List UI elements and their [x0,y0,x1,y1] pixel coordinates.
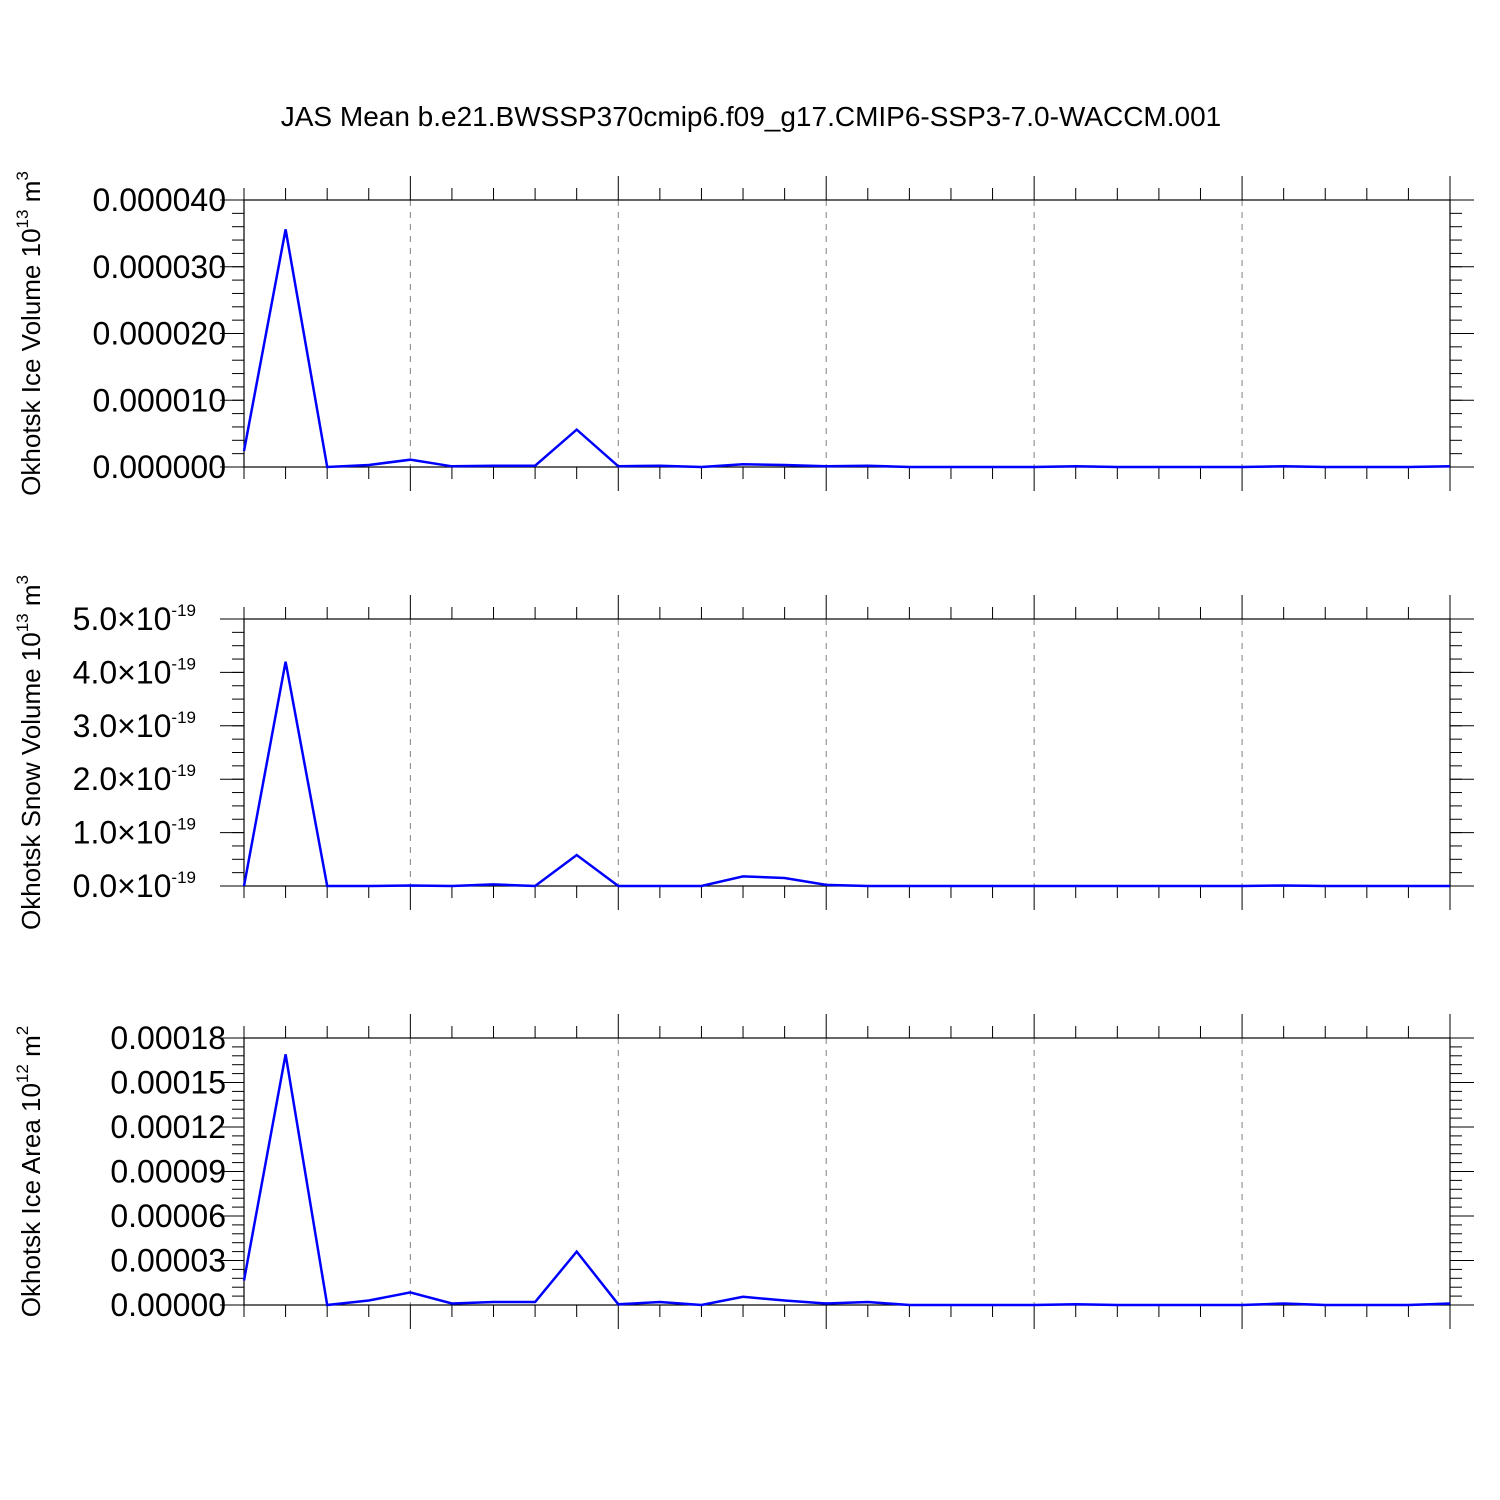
y-axis-label-unit-exponent: 3 [13,171,32,180]
y-tick-label: 2.0×10-19 [73,761,196,797]
y-tick-label: 0.00012 [110,1109,226,1145]
y-axis-label-exponent: 13 [13,613,32,632]
y-tick-label-text: 0.00003 [110,1243,226,1279]
y-tick-label: 0.000030 [93,249,226,285]
y-tick-label: 0.0×10-19 [73,868,196,904]
y-tick-label-text: 4.0×10 [73,654,172,690]
y-tick-label-text: 5.0×10 [73,601,172,637]
y-axis-label-text: Okhotsk Snow Volume 10 [16,632,46,930]
y-tick-label: 5.0×10-19 [73,601,196,637]
y-axis-label: Okhotsk Snow Volume 1013 m3 [13,575,46,930]
y-axis-label-unit: m [16,584,46,613]
y-tick-label-text: 0.000000 [93,449,226,485]
y-tick-label-text: 1.0×10 [73,815,172,851]
y-tick-label: 0.000010 [93,382,226,418]
panel-ice-volume: 0.000000 0.000010 0.000020 0.000030 0.000040… [13,171,1474,496]
y-tick-label-text: 0.000010 [93,382,226,418]
y-tick-label-text: 0.00012 [110,1109,226,1145]
y-tick-label: 0.00018 [110,1020,226,1056]
y-axis-label-text: Okhotsk Ice Volume 10 [16,228,46,495]
y-tick-label: 1.0×10-19 [73,815,196,851]
y-tick-label-text: 0.000040 [93,182,226,218]
y-axis-label-text: Okhotsk Ice Area 10 [16,1083,46,1317]
figure-title: JAS Mean b.e21.BWSSP370cmip6.f09_g17.CMI… [281,101,1222,132]
y-tick-label: 0.00006 [110,1198,226,1234]
series-line [242,229,1451,469]
y-tick-label-text: 3.0×10 [73,708,172,744]
y-tick-label-text: 0.00018 [110,1020,226,1056]
y-axis-label: Okhotsk Ice Area 1012 m2 [13,1026,46,1317]
y-tick-label: 0.000040 [93,182,226,218]
y-tick-label: 3.0×10-19 [73,708,196,744]
y-tick-label-text: 0.00015 [110,1065,226,1101]
y-tick-label: 0.000000 [93,449,226,485]
y-axis-label-unit: m [16,1035,46,1064]
y-tick-label-text: 0.00009 [110,1154,226,1190]
y-axis-label: Okhotsk Ice Volume 1013 m3 [13,171,46,496]
y-axis-label-unit-exponent: 3 [13,575,32,584]
y-tick-label: 0.000020 [93,316,226,352]
y-tick-label-text: 0.000030 [93,249,226,285]
y-axis-label-unit-exponent: 2 [13,1026,32,1035]
y-tick-label-text: 0.0×10 [73,868,172,904]
plot-frame [243,1037,1451,1306]
y-tick-label: 0.00015 [110,1065,226,1101]
y-tick-label-exponent: -19 [171,654,196,673]
y-tick-label-text: 0.00000 [110,1287,226,1323]
y-tick-label-text: 2.0×10 [73,761,172,797]
y-tick-label-exponent: -19 [171,708,196,727]
y-axis-label-exponent: 13 [13,210,32,229]
panel-snow-volume: 0.0×10-191.0×10-192.0×10-193.0×10-194.0×… [13,575,1474,930]
y-axis-label-exponent: 12 [13,1064,32,1083]
plot-frame [243,199,1451,468]
y-tick-label-text: 0.00006 [110,1198,226,1234]
y-tick-label-exponent: -19 [171,761,196,780]
y-tick-label: 0.00003 [110,1243,226,1279]
plot-frame [243,618,1451,887]
y-tick-label-exponent: -19 [171,601,196,620]
y-tick-label: 0.00000 [110,1287,226,1323]
y-tick-label-exponent: -19 [171,868,196,887]
panel-ice-area: 0.00000 0.00003 0.00006 0.00009 0.00012 0.000… [13,1014,1474,1329]
y-tick-label-text: 0.000020 [93,316,226,352]
y-tick-label: 4.0×10-19 [73,654,196,690]
series-line [242,1054,1451,1307]
y-tick-label-exponent: -19 [171,815,196,834]
y-tick-label: 0.00009 [110,1154,226,1190]
series-line [242,661,1450,888]
y-axis-label-unit: m [16,181,46,210]
